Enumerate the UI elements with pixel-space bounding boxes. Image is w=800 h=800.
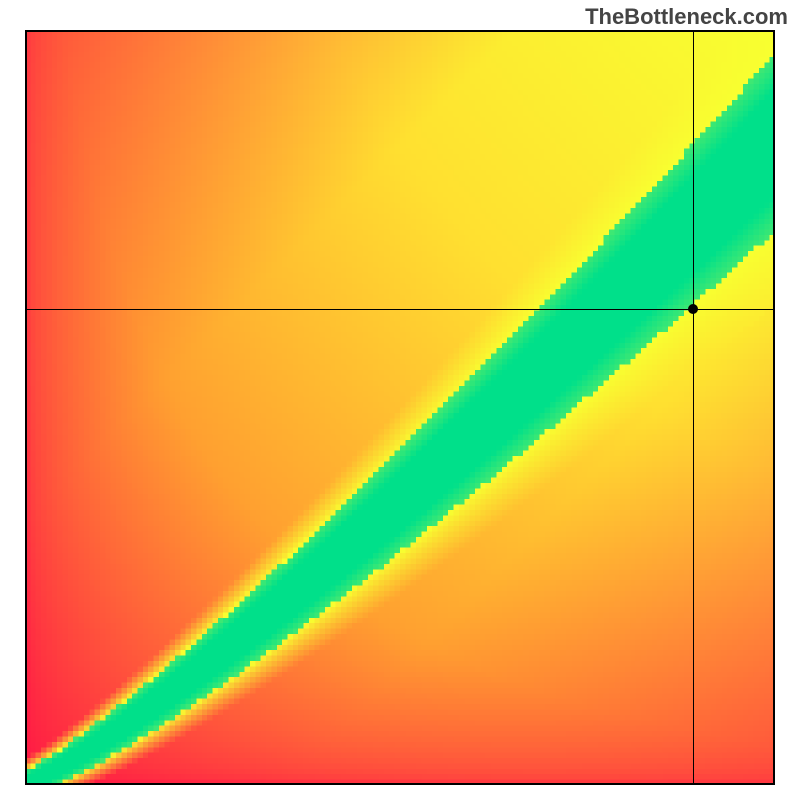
heatmap-canvas-wrap [25, 30, 775, 785]
chart-container: TheBottleneck.com [0, 0, 800, 800]
heatmap-canvas [25, 30, 775, 785]
crosshair-horizontal [25, 309, 775, 310]
selection-marker [688, 304, 698, 314]
crosshair-vertical [693, 30, 694, 785]
watermark-text: TheBottleneck.com [585, 4, 788, 30]
